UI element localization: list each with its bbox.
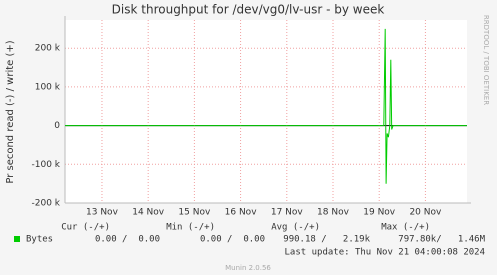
y-tick-label: 200 k [35,44,61,54]
legend-header: Min (-/+) [166,223,215,233]
watermark: RRDTOOL / TOBI OETIKER [482,15,490,105]
legend-cell: 0.00 / 0.00 [95,235,160,245]
line-series [65,28,467,184]
x-tick-label: 15 Nov [178,208,211,218]
y-tick-label: 0 [54,121,60,131]
footer: Munin 2.0.56 [225,264,271,272]
legend-cell: 990.18 / 2.19k [283,235,370,245]
y-axis-label: Pr second read (-) / write (+) [5,40,16,183]
chart-title: Disk throughput for /dev/vg0/lv-usr - by… [112,3,385,17]
plot-area [65,20,467,203]
y-tick-label: -100 k [32,160,61,170]
y-tick-label: -200 k [32,199,61,209]
legend-cell: 0.00 / 0.00 [200,235,265,245]
x-tick-label: 18 Nov [317,208,350,218]
legend-cell: 797.80k/ 1.46M [398,235,485,245]
legend-header: Cur (-/+) [61,223,110,233]
x-tick-label: 17 Nov [271,208,304,218]
x-tick-label: 13 Nov [86,208,119,218]
legend-header: Avg (-/+) [271,223,320,233]
y-tick-label: 100 k [35,82,61,92]
legend-name: Bytes [26,235,53,245]
x-tick-label: 20 Nov [409,208,442,218]
x-tick-label: 16 Nov [225,208,258,218]
last-update: Last update: Thu Nov 21 04:00:08 2024 [285,248,485,258]
legend-swatch [14,236,20,242]
x-tick-label: 19 Nov [363,208,396,218]
x-tick-label: 14 Nov [132,208,165,218]
legend-header: Max (-/+) [381,223,430,233]
